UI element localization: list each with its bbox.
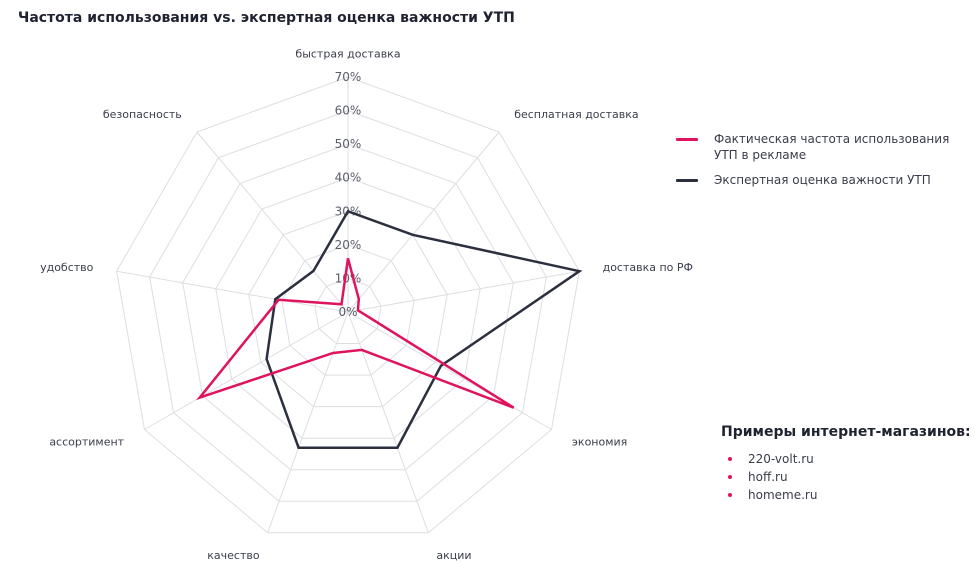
legend: Фактическая частота использования УТП в … <box>676 131 971 197</box>
grid-spoke <box>347 270 580 313</box>
radial-tick-label: 40% <box>335 171 362 185</box>
grid-spoke <box>267 311 349 533</box>
axis-label: бесплатная доставка <box>514 108 638 121</box>
grid-spoke <box>116 270 349 313</box>
example-label: homeme.ru <box>748 488 818 502</box>
axis-label: ассортимент <box>49 435 124 448</box>
grid-ring <box>116 76 580 534</box>
axis-label: доставка по РФ <box>603 261 693 274</box>
radial-tick-label: 60% <box>335 104 362 118</box>
grid-ring <box>248 210 448 408</box>
series-line <box>196 257 515 409</box>
axis-label: быстрая доставка <box>295 48 400 61</box>
series-line <box>265 209 583 449</box>
grid-spoke <box>144 311 349 430</box>
radial-tick-label: 70% <box>335 70 362 84</box>
legend-item-expert: Экспертная оценка важности УТП <box>676 172 971 188</box>
bullet-icon <box>728 475 732 479</box>
axis-label: качество <box>207 549 260 562</box>
grid-ring <box>281 244 415 376</box>
grid-spoke <box>347 311 429 533</box>
example-item: 220-volt.ru <box>721 450 971 468</box>
examples-panel: Примеры интернет-магазинов: 220-volt.ru … <box>721 424 971 504</box>
grid-spoke <box>347 311 552 430</box>
legend-label-expert: Экспертная оценка важности УТП <box>714 173 931 187</box>
radial-tick-label: 10% <box>335 271 362 285</box>
radial-tick-label: 20% <box>335 238 362 252</box>
grid-ring <box>215 177 481 439</box>
examples-title: Примеры интернет-магазинов: <box>721 424 971 440</box>
series-lines <box>196 209 583 449</box>
radial-tick-label: 50% <box>335 137 362 151</box>
grid-spoke <box>347 131 500 313</box>
radar-grid <box>116 76 580 534</box>
examples-list: 220-volt.ru hoff.ru homeme.ru <box>721 450 971 504</box>
chart-title: Частота использования vs. экспертная оце… <box>18 10 515 26</box>
grid-ring <box>182 143 514 471</box>
grid-ring <box>149 110 547 502</box>
axis-label: акции <box>436 549 471 562</box>
axis-labels: быстрая доставка бесплатная доставка доста… <box>40 48 693 562</box>
radial-tick-label: 0% <box>338 305 357 319</box>
grid-ring <box>314 277 382 344</box>
example-item: homeme.ru <box>721 486 971 504</box>
legend-item-actual: Фактическая частота использования УТП в … <box>676 131 971 163</box>
legend-swatch-actual <box>676 138 698 141</box>
bullet-icon <box>728 457 732 461</box>
example-label: hoff.ru <box>748 470 788 484</box>
axis-label: удобство <box>40 261 94 274</box>
bullet-icon <box>728 493 732 497</box>
axis-label: безопасность <box>103 108 182 121</box>
example-label: 220-volt.ru <box>748 452 814 466</box>
example-item: hoff.ru <box>721 468 971 486</box>
grid-spoke <box>196 131 349 313</box>
legend-label-actual: Фактическая частота использования УТП в … <box>714 132 950 162</box>
axis-label: экономия <box>572 435 627 448</box>
legend-swatch-expert <box>676 179 698 182</box>
